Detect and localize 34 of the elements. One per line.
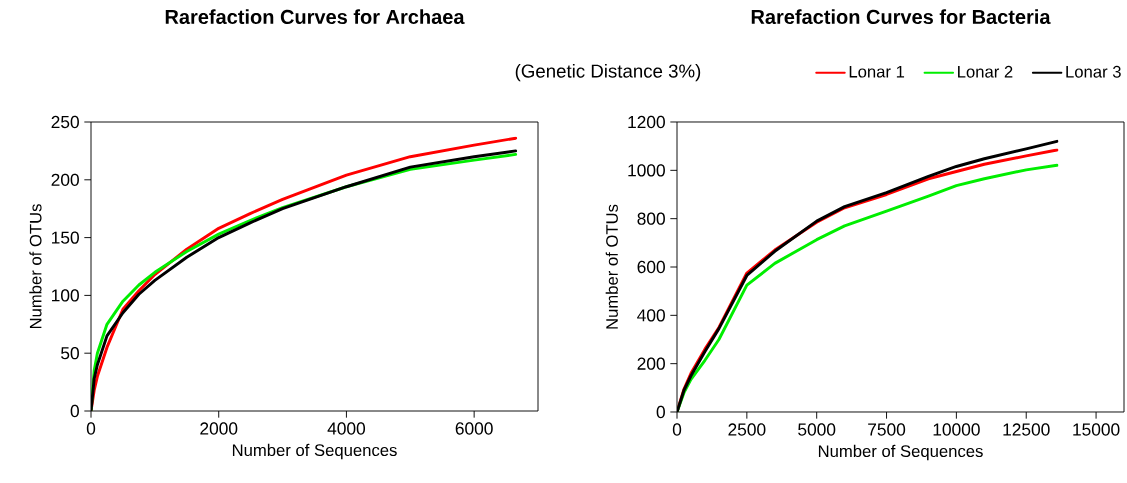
y-tick-label: 1200 [628, 115, 665, 129]
y-tick-label: 0 [656, 405, 665, 419]
legend-label: Lonar 3 [1066, 65, 1121, 78]
x-tick-label: 5000 [798, 423, 836, 436]
y-tick-label: 600 [637, 260, 665, 274]
legend-label: Lonar 2 [958, 65, 1013, 78]
y-tick-label: 150 [52, 231, 79, 244]
chart-title: Rarefaction Curves for Archaea [165, 9, 465, 24]
y-tick-label: 200 [637, 357, 665, 370]
y-tick-label: 250 [51, 115, 79, 129]
y-axis-title: Number of OTUs [605, 204, 618, 329]
y-axis-title: Number of OTUs [29, 204, 42, 329]
y-tick-label: 50 [61, 347, 79, 360]
x-tick-label: 7500 [868, 423, 906, 436]
y-tick-label: 1000 [628, 164, 665, 177]
x-tick-label: 0 [86, 422, 96, 435]
y-tick-label: 800 [637, 212, 665, 225]
y-tick-label: 200 [51, 173, 79, 186]
chart-title: Rarefaction Curves for Bacteria [751, 9, 1051, 24]
x-tick-label: 12500 [1003, 423, 1050, 436]
y-tick-label: 0 [70, 404, 79, 418]
y-tick-label: 100 [52, 289, 79, 302]
x-tick-label: 15000 [1073, 423, 1120, 436]
x-tick-label: 4000 [327, 422, 366, 435]
x-tick-label: 2000 [200, 422, 238, 435]
legend-title: (Genetic Distance 3%) [515, 63, 701, 82]
x-axis-title: Number of Sequences [818, 444, 983, 461]
x-tick-label: 2500 [728, 423, 766, 436]
x-tick-label: 10000 [933, 423, 980, 436]
y-tick-label: 400 [637, 309, 665, 322]
x-tick-label: 0 [672, 423, 682, 436]
legend-label: Lonar 1 [849, 65, 905, 78]
x-axis-title: Number of Sequences [232, 443, 397, 460]
x-tick-label: 6000 [455, 422, 493, 435]
